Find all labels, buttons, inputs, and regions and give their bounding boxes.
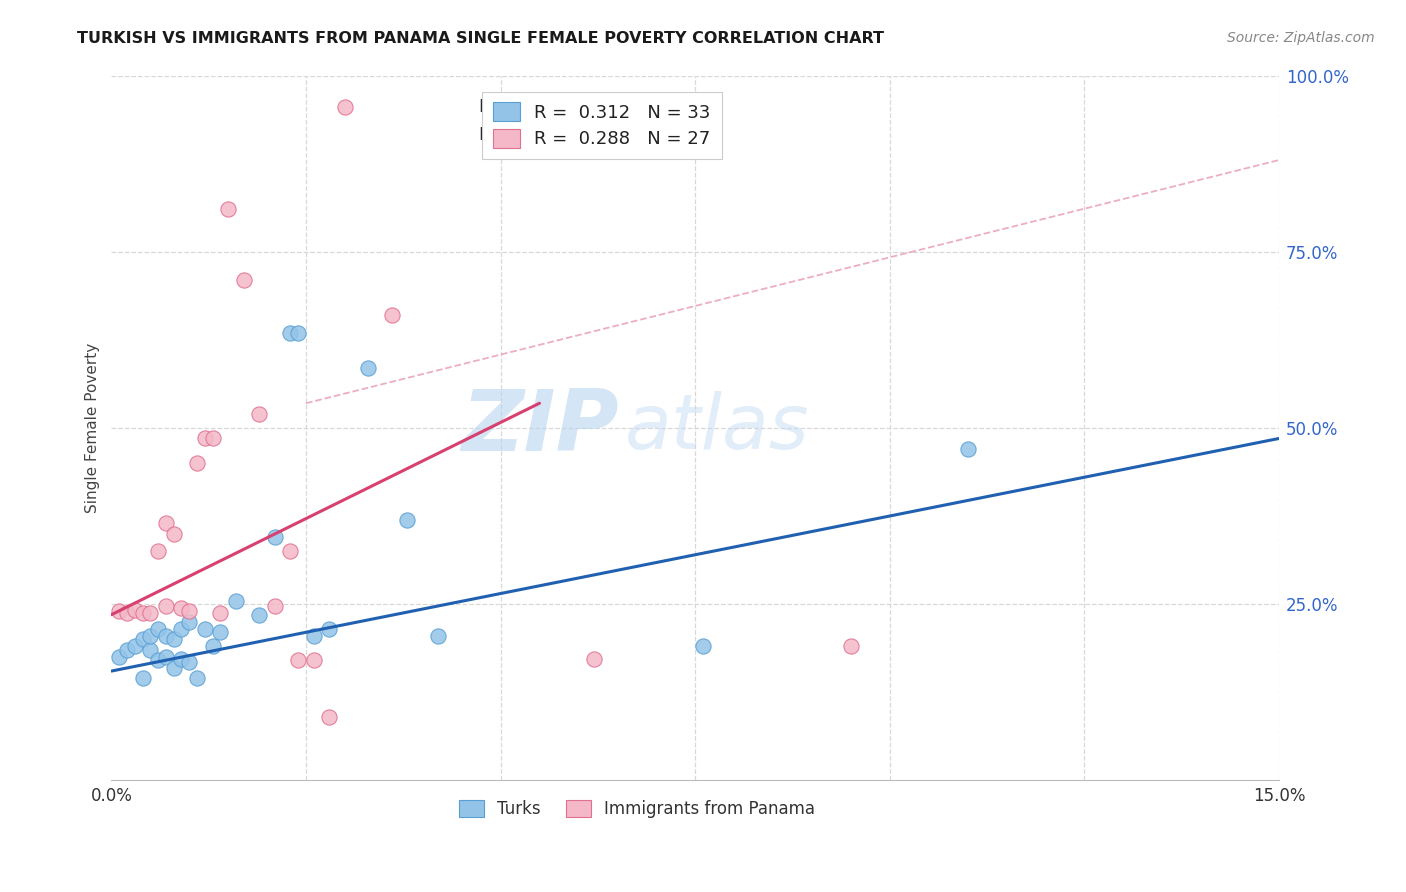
Point: [131, 671, 153, 685]
Point: [155, 650, 177, 665]
Text: R =: R =: [479, 127, 524, 145]
Point: [247, 607, 270, 622]
Point: [302, 653, 325, 667]
Text: ZIP: ZIP: [461, 386, 619, 469]
Point: [139, 629, 162, 643]
Point: [124, 603, 146, 617]
Point: [692, 640, 714, 654]
Point: [115, 606, 138, 620]
Point: [155, 599, 177, 613]
Point: [108, 604, 131, 618]
Point: [170, 600, 193, 615]
Point: [209, 606, 232, 620]
Point: [179, 655, 201, 669]
Point: [333, 100, 356, 114]
Point: [201, 432, 224, 446]
Point: [302, 629, 325, 643]
Point: [170, 622, 193, 636]
Point: [247, 407, 270, 421]
Point: [179, 615, 201, 629]
Point: [225, 593, 247, 607]
Y-axis label: Single Female Poverty: Single Female Poverty: [86, 343, 100, 513]
Point: [232, 273, 254, 287]
Point: [194, 622, 217, 636]
Point: [186, 671, 208, 685]
Point: [357, 361, 380, 376]
Point: [146, 653, 169, 667]
Text: Source: ZipAtlas.com: Source: ZipAtlas.com: [1227, 31, 1375, 45]
Point: [179, 604, 201, 618]
Text: N =: N =: [567, 98, 624, 116]
Point: [131, 606, 153, 620]
Point: [131, 632, 153, 647]
Point: [263, 530, 285, 544]
Text: 27: 27: [612, 127, 636, 145]
Point: [280, 544, 302, 558]
Point: [381, 308, 404, 322]
Point: [124, 640, 146, 654]
Point: [956, 442, 979, 456]
Point: [155, 516, 177, 530]
Point: [194, 432, 217, 446]
Text: N =: N =: [567, 127, 624, 145]
Point: [146, 544, 169, 558]
Point: [287, 326, 309, 340]
Text: TURKISH VS IMMIGRANTS FROM PANAMA SINGLE FEMALE POVERTY CORRELATION CHART: TURKISH VS IMMIGRANTS FROM PANAMA SINGLE…: [77, 31, 884, 46]
Point: [163, 632, 186, 647]
Point: [209, 625, 232, 640]
Point: [163, 660, 186, 674]
Point: [318, 622, 340, 636]
Point: [170, 652, 193, 666]
Point: [139, 643, 162, 657]
Point: [139, 606, 162, 620]
Point: [396, 512, 419, 526]
Point: [201, 640, 224, 654]
Legend: Turks, Immigrants from Panama: Turks, Immigrants from Panama: [451, 793, 821, 825]
Text: 0.288: 0.288: [543, 127, 600, 145]
Text: 33: 33: [612, 98, 636, 116]
Point: [287, 653, 309, 667]
Text: atlas: atlas: [626, 391, 810, 465]
Point: [163, 526, 186, 541]
Point: [582, 652, 605, 666]
Point: [263, 599, 285, 613]
Text: 0.312: 0.312: [543, 98, 600, 116]
Text: R =: R =: [479, 98, 524, 116]
Point: [155, 629, 177, 643]
Point: [108, 650, 131, 665]
Point: [427, 629, 450, 643]
Point: [217, 202, 239, 217]
Point: [280, 326, 302, 340]
Point: [318, 710, 340, 724]
Point: [115, 643, 138, 657]
Point: [186, 456, 208, 470]
Point: [839, 640, 862, 654]
Point: [146, 622, 169, 636]
